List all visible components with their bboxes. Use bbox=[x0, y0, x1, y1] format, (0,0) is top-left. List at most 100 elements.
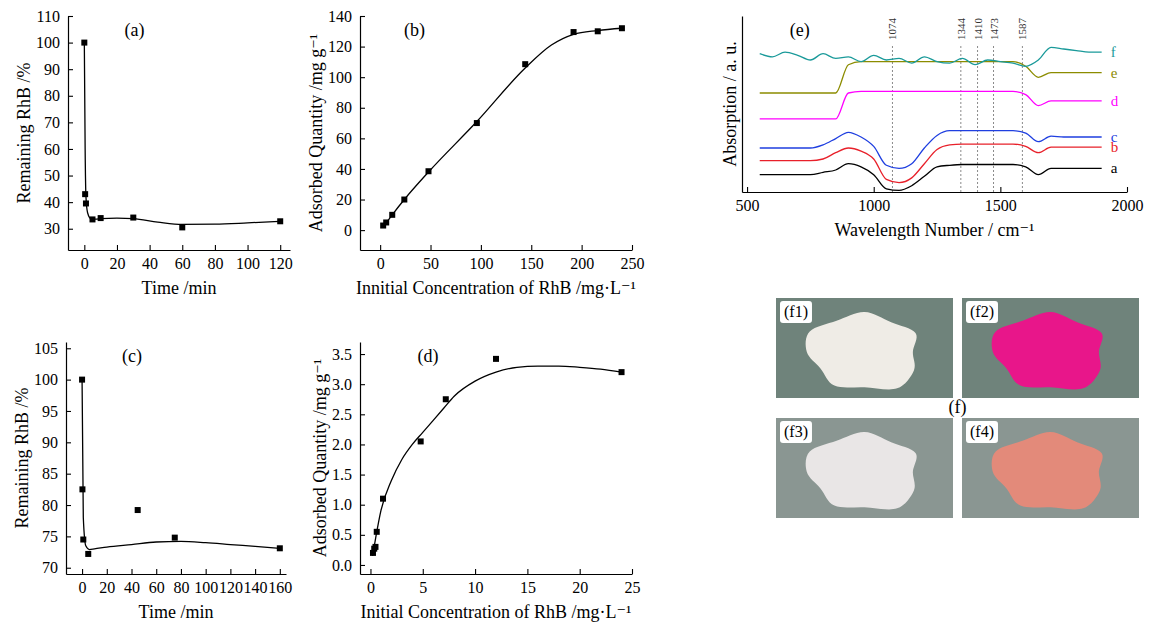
y-axis-title: Adsorbed Quantity /mg g⁻¹ bbox=[310, 359, 330, 557]
reference-label: 1587 bbox=[1016, 18, 1028, 41]
tick-mark bbox=[117, 245, 118, 250]
tick: 100 bbox=[194, 569, 218, 596]
marker bbox=[493, 356, 499, 362]
tick: 120 bbox=[269, 245, 293, 272]
tick-mark bbox=[66, 411, 71, 412]
tick-label: 95 bbox=[42, 403, 58, 420]
x-axis: 500100015002000 bbox=[736, 187, 1144, 214]
tick-mark bbox=[747, 187, 748, 192]
tick-mark bbox=[632, 245, 633, 250]
tick-mark bbox=[280, 245, 281, 250]
tick-label: 1500 bbox=[985, 197, 1017, 214]
marker bbox=[389, 212, 395, 218]
tick-mark bbox=[1000, 187, 1001, 192]
tick-mark bbox=[280, 569, 281, 574]
y-axis-title: Remaining RhB /% bbox=[14, 63, 34, 204]
tick-label: 1.5 bbox=[332, 466, 352, 483]
tick-mark bbox=[360, 230, 365, 231]
tick: 30 bbox=[44, 220, 73, 237]
tick-mark bbox=[84, 245, 85, 250]
tick-label: 15 bbox=[520, 579, 536, 596]
marker bbox=[401, 197, 407, 203]
tick-mark bbox=[68, 202, 73, 203]
panel: 500100015002000abcdef1074134414101473158… bbox=[720, 17, 1144, 241]
photo-background bbox=[776, 418, 953, 518]
tick-label: 120 bbox=[219, 579, 243, 596]
marker bbox=[83, 200, 89, 206]
tick: 0 bbox=[81, 245, 89, 272]
panel: 020406080100120140160707580859095100105(… bbox=[12, 340, 292, 622]
marker bbox=[380, 496, 386, 502]
reference-line bbox=[993, 46, 994, 192]
tick: 40 bbox=[336, 161, 365, 178]
marker bbox=[443, 396, 449, 402]
tick-mark bbox=[360, 475, 365, 476]
panel-letter: (a) bbox=[125, 20, 145, 41]
tick-label: 2.0 bbox=[332, 436, 352, 453]
texts: (a)Time /minRemaining RhB /% bbox=[14, 20, 216, 298]
tick-mark bbox=[68, 43, 73, 44]
tick-label: 40 bbox=[44, 194, 60, 211]
tick: 60 bbox=[149, 569, 165, 596]
panel-letter: (f) bbox=[949, 397, 967, 418]
marker bbox=[619, 25, 625, 31]
tick: 500 bbox=[736, 187, 760, 214]
tick-mark bbox=[360, 414, 365, 415]
tick-label: 2.5 bbox=[332, 406, 352, 423]
y-axis: 30405060708090100110 bbox=[36, 8, 73, 251]
axis-line bbox=[360, 17, 361, 251]
tick-mark bbox=[531, 245, 532, 250]
tick-mark bbox=[66, 568, 71, 569]
line bbox=[373, 366, 622, 556]
tick: 80 bbox=[42, 497, 71, 514]
reference-line bbox=[892, 46, 893, 192]
x-axis-title: Wavelength Number / cm⁻¹ bbox=[835, 220, 1035, 240]
marker bbox=[172, 535, 178, 541]
y-axis-title: Absorption / a. u. bbox=[720, 41, 740, 167]
tick-label: 0 bbox=[79, 579, 87, 596]
marker bbox=[85, 551, 91, 557]
texts: (b)Innitial Concentration of RhB /mg·L⁻¹… bbox=[306, 20, 636, 298]
tick-mark bbox=[360, 169, 365, 170]
powder bbox=[806, 312, 917, 389]
x-axis: 050100150200250 bbox=[361, 245, 645, 272]
marker bbox=[80, 537, 86, 543]
line bbox=[760, 47, 1102, 66]
tick-label: 100 bbox=[328, 69, 352, 86]
tick: 40 bbox=[124, 569, 140, 596]
panel-letter: (c) bbox=[122, 346, 142, 367]
tick: 95 bbox=[42, 403, 71, 420]
tick-mark bbox=[360, 354, 365, 355]
tick-mark bbox=[131, 569, 132, 574]
tick: 105 bbox=[34, 340, 71, 357]
axis-line bbox=[66, 343, 67, 575]
tick-mark bbox=[156, 569, 157, 574]
series-label: c bbox=[1111, 129, 1118, 145]
tick: 20 bbox=[109, 245, 125, 272]
photo-panel: (f1)(f2)(f3)(f4)(f) bbox=[776, 298, 1139, 518]
tick-mark bbox=[66, 380, 71, 381]
tick: 100 bbox=[469, 245, 493, 272]
tick-mark bbox=[582, 245, 583, 250]
tick-label: 70 bbox=[44, 114, 60, 131]
tick-mark bbox=[255, 569, 256, 574]
tick-mark bbox=[206, 569, 207, 574]
tick: 10 bbox=[468, 569, 484, 596]
axis-line bbox=[360, 343, 361, 575]
x-axis: 020406080100120 bbox=[69, 245, 293, 272]
marker bbox=[571, 29, 577, 35]
tick-label: 1.0 bbox=[332, 496, 352, 513]
tick: 5 bbox=[419, 569, 427, 596]
photo-label: (f2) bbox=[970, 303, 994, 321]
tick-mark bbox=[360, 505, 365, 506]
tick-mark bbox=[360, 138, 365, 139]
tick-mark bbox=[632, 569, 633, 574]
reference-line bbox=[977, 46, 978, 192]
tick: 0 bbox=[344, 222, 365, 239]
tick-mark bbox=[527, 569, 528, 574]
tick-mark bbox=[874, 187, 875, 192]
tick: 25 bbox=[625, 569, 641, 596]
tick-mark bbox=[181, 569, 182, 574]
series-label: f bbox=[1111, 44, 1116, 60]
photo: (f4) bbox=[962, 418, 1139, 518]
